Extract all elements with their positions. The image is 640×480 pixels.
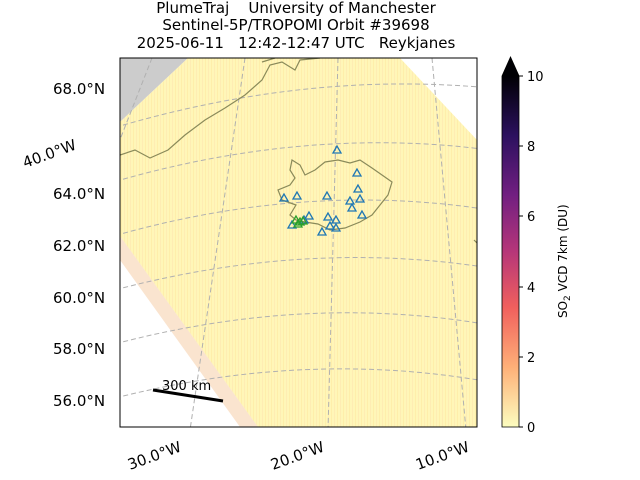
volcano-marker <box>346 202 358 212</box>
volcano-marker <box>331 144 343 154</box>
title-line-1: PlumeTraj University of Manchester <box>156 0 436 17</box>
active-volcano-markers <box>290 214 309 228</box>
longitude-gridlines <box>120 58 467 427</box>
lat-label-68: 68.0°N <box>53 80 105 98</box>
colorbar-tick-4: 4 <box>527 281 535 296</box>
title-line-2: Sentinel-5P/TROPOMI Orbit #39698 <box>162 16 430 34</box>
lat-label-62: 62.0°N <box>53 237 105 255</box>
lon-label-40w: 40.0°W <box>20 136 79 172</box>
colorbar-tick-6: 6 <box>527 210 535 225</box>
lat-label-64: 64.0°N <box>53 185 105 203</box>
lat-label-58: 58.0°N <box>53 340 105 358</box>
colorbar-title: SO2 VCD 7km (DU) <box>556 204 573 318</box>
lon-label-30w: 30.0°W <box>125 438 184 474</box>
scale-bar-line <box>152 388 224 403</box>
colorbar-extend-arrow <box>502 57 519 76</box>
volcano-marker <box>356 209 368 219</box>
colorbar-tick-0: 0 <box>527 421 535 436</box>
volcano-marker <box>330 222 342 232</box>
volcano-marker <box>322 211 334 221</box>
swath-edge-streak <box>120 236 258 427</box>
colorbar-tick-2: 2 <box>527 351 535 366</box>
colorbar-ticks <box>519 75 523 428</box>
colorbar-frame <box>501 56 520 428</box>
satellite-swath <box>120 58 477 427</box>
lon-label-10w: 10.0°W <box>413 438 472 474</box>
colorbar-tick-10: 10 <box>527 70 544 85</box>
colorbar-gradient <box>502 76 519 427</box>
volcano-marker <box>324 220 336 230</box>
latitude-gridlines <box>120 83 477 398</box>
volcano-marker <box>316 226 328 236</box>
greenland-coast-fragment <box>261 58 276 63</box>
volcano-marker <box>352 183 364 193</box>
volcano-marker <box>291 190 303 200</box>
volcano-marker <box>344 195 356 205</box>
title-line-3: 2025-06-11 12:42-12:47 UTC Reykjanes <box>136 34 456 52</box>
lat-label-60: 60.0°N <box>53 289 105 307</box>
scale-bar-label: 300 km <box>162 379 211 394</box>
active-volcano-marker <box>297 215 309 225</box>
volcano-marker <box>303 210 315 220</box>
colorbar-tick-8: 8 <box>527 140 535 155</box>
volcano-marker <box>351 167 363 177</box>
greenland-coastline <box>120 58 321 159</box>
active-volcano-marker <box>294 216 306 226</box>
volcano-marker <box>354 193 366 203</box>
map-frame <box>119 57 478 428</box>
volcano-marker <box>321 190 333 200</box>
volcano-marker <box>286 219 298 229</box>
colorbar: 0 2 4 6 8 10 SO2 VCD 7km (DU) <box>501 56 573 436</box>
volcano-marker <box>278 192 290 202</box>
lon-label-20w: 20.0°W <box>268 438 327 474</box>
lat-label-56: 56.0°N <box>53 392 105 410</box>
